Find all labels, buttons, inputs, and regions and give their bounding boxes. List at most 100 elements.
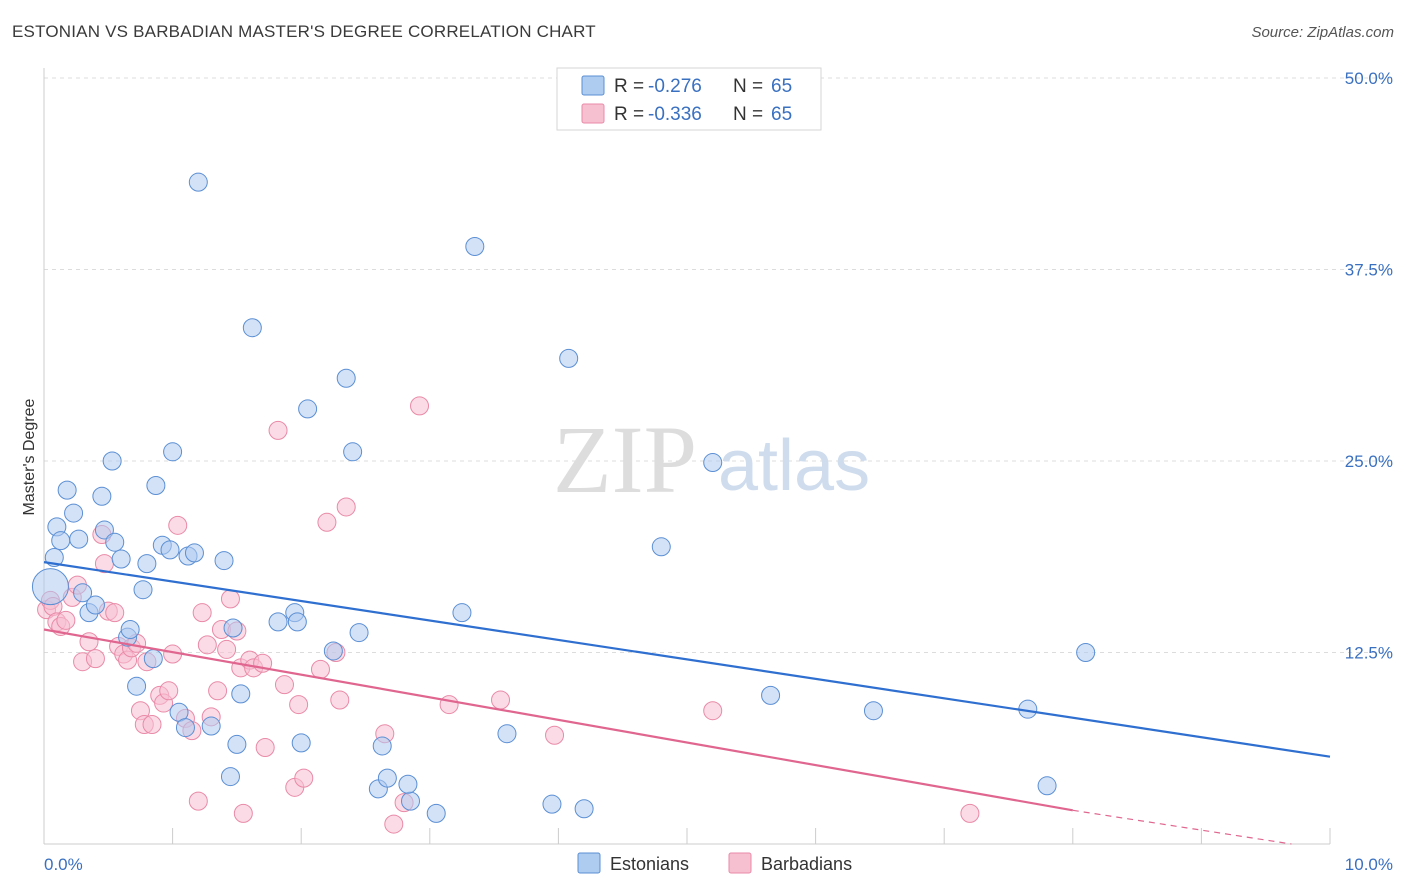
barbadians-point-60 (439, 695, 459, 715)
estonians-point-18 (133, 580, 153, 600)
estonians-point-42 (323, 641, 343, 661)
estonians-trend-line (43, 561, 1331, 758)
estonians-point-57 (574, 799, 594, 819)
legend-box: R = -0.276 N = 65 R = -0.336 N = 65 (556, 67, 822, 131)
estonians-point-41 (298, 399, 318, 419)
x-tick-label-0: 0.0% (44, 855, 83, 874)
estonians-point-40 (291, 733, 311, 753)
barbadians-point-5 (56, 610, 76, 630)
chart-source: Source: ZipAtlas.com (1251, 24, 1394, 41)
legend-r-value-2: -0.336 (648, 104, 702, 125)
estonians-point-60 (761, 685, 781, 705)
barbadians-point-49 (289, 695, 309, 715)
estonians-point-28 (184, 543, 204, 563)
barbadians-point-35 (208, 681, 228, 701)
grid-lines (44, 77, 1393, 653)
estonians-point-12 (102, 451, 122, 471)
y-axis-title: Master's Degree (21, 398, 38, 515)
y-tick-label-0: 12.5% (1345, 644, 1393, 663)
x-tick-labels: 0.0% 10.0% (44, 855, 1393, 874)
estonians-point-5 (64, 503, 84, 523)
barbadians-point-41 (233, 803, 253, 823)
estonians-point-21 (146, 476, 166, 496)
estonians-point-31 (214, 551, 234, 571)
barbadians-point-32 (192, 603, 212, 623)
estonians-point-49 (401, 791, 421, 811)
barbadians-trend-extension (1072, 809, 1292, 845)
estonians-point-0 (31, 568, 69, 606)
estonians-point-6 (69, 529, 89, 549)
estonians-point-64 (1076, 643, 1096, 662)
barbadians-point-38 (220, 589, 240, 609)
estonians-point-20 (143, 649, 163, 669)
y-tick-labels: 12.5% 25.0% 37.5% 50.0% (1345, 69, 1393, 663)
estonians-point-26 (175, 718, 195, 738)
barbadians-point-62 (545, 725, 565, 745)
bottom-legend-blue-swatch (577, 852, 601, 874)
y-tick-label-1: 25.0% (1345, 452, 1393, 471)
trend-lines (43, 561, 1331, 845)
estonians-point-35 (231, 684, 251, 704)
watermark-atlas: atlas (718, 426, 870, 506)
legend-blue-swatch (581, 75, 605, 96)
bottom-legend-estonians: Estonians (610, 854, 689, 874)
bottom-legend-pink-swatch (728, 852, 752, 874)
estonians-point-10 (92, 486, 112, 506)
estonians-point-44 (343, 442, 363, 462)
barbadians-point-45 (255, 737, 275, 757)
legend-n-label-2: N = (733, 104, 763, 125)
legend-r-label-2: R = (614, 104, 644, 125)
barbadians-point-46 (268, 420, 288, 440)
y-tick-label-2: 37.5% (1345, 261, 1393, 280)
barbadians-point-64 (960, 803, 980, 823)
estonians-point-55 (542, 794, 562, 814)
estonians-point-59 (703, 453, 723, 473)
watermark: ZIP atlas (553, 406, 870, 513)
estonians-point-13 (105, 532, 125, 552)
estonians-point-17 (127, 676, 147, 696)
estonians-point-50 (398, 774, 418, 794)
barbadians-point-50 (294, 768, 314, 788)
estonians-point-14 (111, 549, 131, 569)
barbadians-point-57 (384, 814, 404, 834)
barbadians-point-61 (491, 690, 511, 710)
estonians-point-54 (497, 724, 517, 744)
estonians-point-11 (94, 520, 114, 540)
estonians-point-58 (651, 537, 671, 557)
estonians-point-63 (1037, 776, 1057, 796)
estonians-point-30 (201, 716, 221, 736)
estonians-point-48 (377, 768, 397, 788)
barbadians-point-51 (310, 659, 330, 679)
legend-r-label-1: R = (614, 76, 644, 97)
estonians-point-51 (426, 803, 446, 823)
estonians-point-56 (559, 348, 579, 368)
estonians-points (31, 172, 1096, 823)
estonians-point-32 (220, 767, 240, 787)
legend-pink-swatch (581, 103, 605, 124)
legend-r-value-1: -0.276 (648, 76, 702, 97)
estonians-point-3 (51, 531, 71, 551)
barbadians-point-31 (188, 791, 208, 811)
bottom-legend: Estonians Barbadians (577, 852, 852, 874)
barbadians-point-26 (159, 681, 179, 701)
estonians-point-34 (227, 734, 247, 754)
estonians-point-29 (188, 172, 208, 192)
bottom-legend-barbadians: Barbadians (761, 854, 852, 874)
estonians-point-36 (242, 318, 262, 338)
estonians-point-9 (85, 595, 105, 615)
barbadians-point-59 (410, 396, 430, 416)
barbadians-point-37 (217, 639, 237, 659)
estonians-point-52 (452, 603, 472, 623)
estonians-point-7 (73, 583, 93, 603)
legend-n-value-1: 65 (771, 76, 792, 97)
barbadians-point-47 (274, 675, 294, 695)
barbadians-point-33 (197, 635, 217, 655)
estonians-point-53 (465, 237, 485, 257)
axes (43, 68, 1331, 845)
estonians-point-19 (137, 554, 157, 574)
barbadians-point-55 (336, 497, 356, 517)
estonians-point-33 (223, 618, 243, 638)
barbadians-point-52 (317, 512, 337, 532)
watermark-zip: ZIP (553, 406, 697, 513)
